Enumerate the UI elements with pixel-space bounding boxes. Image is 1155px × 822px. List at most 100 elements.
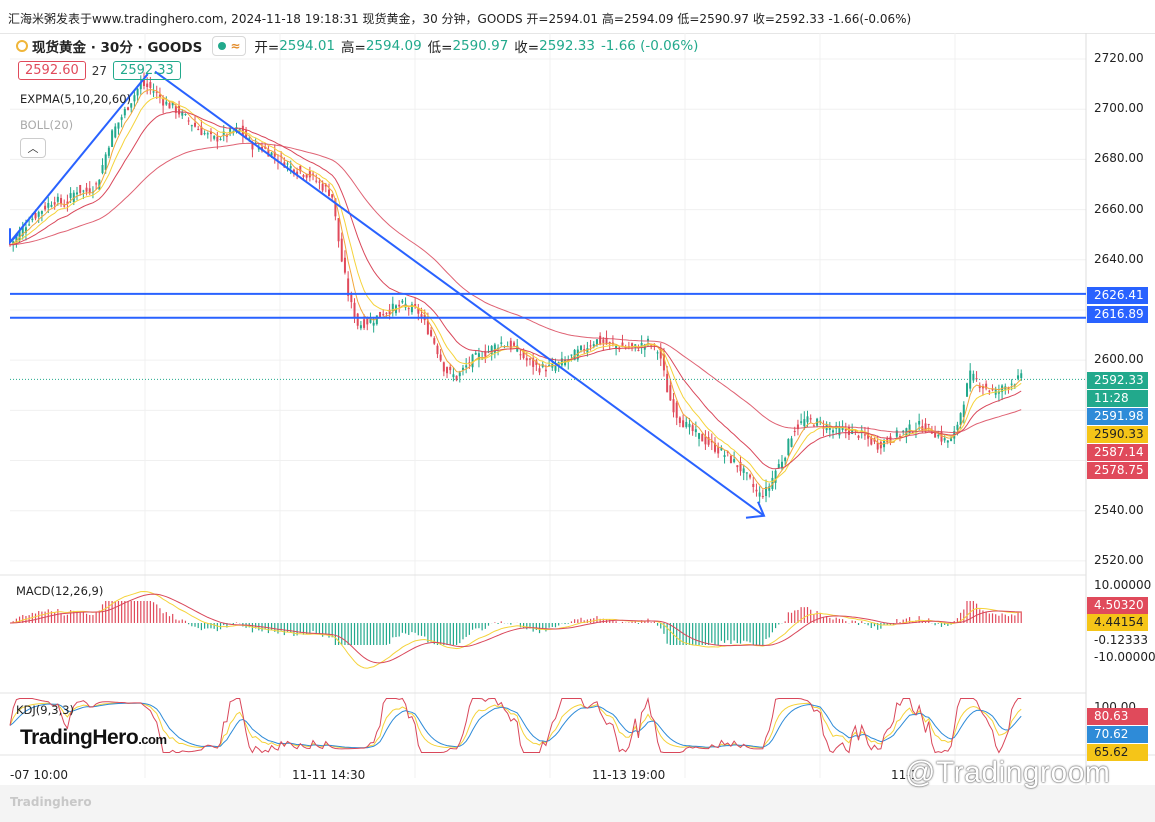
candle-body	[867, 432, 870, 439]
candle-body	[146, 83, 149, 88]
candle-body	[187, 120, 190, 122]
candle-body	[895, 430, 898, 437]
candle-body	[452, 374, 455, 378]
candle-body	[930, 432, 933, 434]
candle-body	[956, 424, 959, 430]
price-tick-label: 2700.00	[1094, 101, 1144, 116]
kdj-line	[9, 702, 1022, 749]
candle-body	[264, 146, 267, 149]
candle-body	[120, 117, 123, 120]
collapse-indicators-button[interactable]: ︿	[20, 138, 46, 158]
kdj-value-tag: 80.63	[1087, 708, 1148, 725]
price-tag: 2616.89	[1087, 306, 1148, 323]
candle-body	[621, 342, 624, 348]
candle-body	[937, 434, 940, 437]
candle-body	[723, 455, 726, 457]
candle-body	[324, 184, 327, 187]
candle-body	[37, 211, 40, 217]
candle-body	[966, 383, 968, 397]
market-status-pill[interactable]: ≈	[212, 36, 247, 56]
candle-body	[484, 350, 487, 357]
expma-indicator-label[interactable]: EXPMA(5,10,20,60)	[20, 92, 132, 106]
trend-line	[9, 73, 149, 243]
candle-body	[710, 440, 713, 443]
chevron-up-icon: ︿	[27, 142, 39, 155]
macd-tick-label: 10.00000	[1094, 578, 1152, 592]
candle-body	[927, 423, 930, 425]
candle-body	[713, 443, 716, 452]
symbol-status-icon	[16, 40, 28, 52]
candle-body	[793, 431, 796, 433]
candle-body	[379, 311, 382, 317]
candle-body	[886, 437, 889, 443]
candle-body	[315, 180, 318, 182]
candle-body	[669, 385, 672, 401]
candle-body	[21, 226, 24, 236]
candle-body	[647, 338, 649, 341]
candle-body	[127, 107, 130, 110]
candle-body	[229, 128, 232, 134]
candle-body	[398, 304, 401, 307]
candle-body	[943, 438, 946, 441]
macd-line	[9, 590, 1022, 669]
candle-body	[934, 433, 937, 438]
ask-button[interactable]: 2592.33	[113, 61, 181, 80]
candle-body	[50, 204, 53, 207]
time-tick-label: 11-11 14:30	[292, 768, 366, 782]
candle-body	[656, 352, 659, 354]
candle-body	[299, 165, 302, 172]
candle-body	[474, 352, 477, 355]
time-tick-label: -07 10:00	[10, 768, 68, 782]
low-value: 2590.97	[452, 38, 509, 54]
candle-body	[328, 189, 330, 196]
candle-body	[688, 423, 691, 428]
candle-body	[749, 474, 752, 478]
candle-body	[79, 184, 82, 193]
candle-body	[56, 196, 59, 202]
candle-body	[305, 174, 308, 178]
chart-canvas[interactable]	[0, 33, 1155, 822]
candle-body	[975, 378, 978, 380]
share-header-text: 汇海米粥发表于www.tradinghero.com, 2024-11-18 1…	[8, 12, 912, 26]
candle-body	[321, 183, 324, 191]
candle-body	[28, 224, 31, 226]
symbol-title[interactable]: 现货黄金 · 30分 · GOODS	[32, 40, 203, 56]
candle-body	[206, 133, 209, 135]
price-tag: 2592.33	[1087, 372, 1148, 389]
candle-body	[962, 404, 965, 418]
logo-text: TradingHero	[20, 726, 139, 749]
candle-body	[758, 492, 761, 497]
candle-body	[439, 354, 442, 361]
candle-body	[414, 303, 417, 308]
candle-body	[286, 163, 289, 165]
candle-body	[573, 349, 576, 361]
candle-body	[634, 344, 637, 347]
candle-body	[637, 350, 640, 352]
candle-body	[337, 218, 340, 242]
candle-body	[694, 429, 697, 433]
candle-body	[209, 131, 212, 135]
candle-body	[123, 109, 126, 116]
candle-body	[433, 338, 436, 344]
candle-body	[162, 98, 165, 106]
candle-body	[678, 417, 681, 423]
candle-body	[1020, 373, 1023, 379]
boll-indicator-label[interactable]: BOLL(20)	[20, 118, 74, 132]
candle-body	[1013, 384, 1016, 386]
kdj-indicator-label[interactable]: KDJ(9,3,3)	[16, 703, 75, 717]
bid-button[interactable]: 2592.60	[18, 61, 86, 80]
candle-body	[774, 470, 777, 483]
candle-body	[541, 364, 544, 367]
candle-body	[101, 165, 104, 174]
candle-body	[468, 362, 471, 364]
candle-body	[832, 430, 835, 433]
price-tick-label: 2540.00	[1094, 502, 1144, 517]
candle-body	[401, 300, 404, 303]
candle-body	[704, 436, 707, 445]
trend-arrowhead	[9, 228, 19, 245]
candle-body	[662, 354, 665, 371]
candle-body	[988, 390, 991, 392]
candle-body	[216, 136, 219, 142]
macd-indicator-label[interactable]: MACD(12,26,9)	[16, 584, 104, 598]
candle-body	[535, 360, 538, 365]
